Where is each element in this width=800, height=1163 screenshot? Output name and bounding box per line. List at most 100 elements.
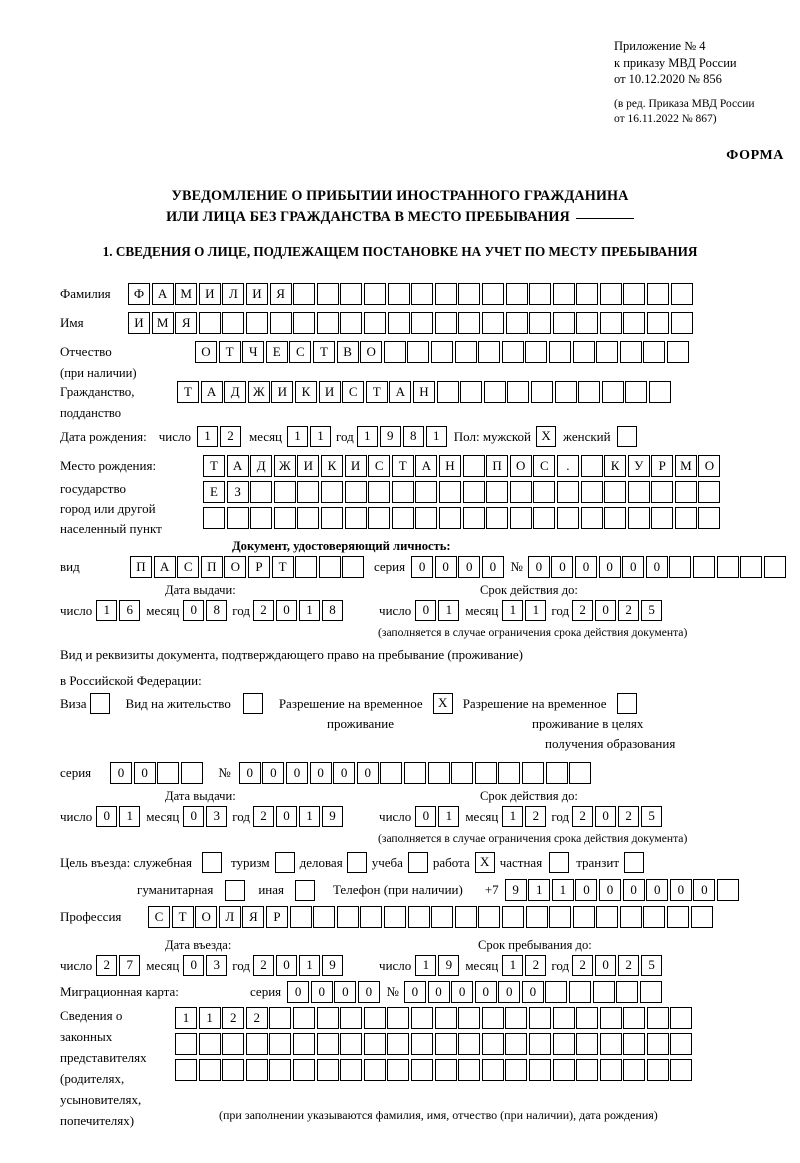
char-cell[interactable]: 0 <box>498 981 521 1003</box>
char-cell[interactable]: Т <box>271 556 294 578</box>
char-cell[interactable]: 1 <box>96 600 118 621</box>
edu-residence-checkbox[interactable] <box>616 693 637 714</box>
char-cell[interactable] <box>572 341 595 363</box>
char-cell[interactable] <box>505 1007 528 1029</box>
purpose-study-checkbox[interactable] <box>407 852 428 873</box>
char-cell[interactable]: 1 <box>528 879 551 901</box>
char-cell[interactable]: 5 <box>641 806 663 827</box>
char-cell[interactable] <box>576 312 599 334</box>
char-cell[interactable] <box>552 312 575 334</box>
char-cell[interactable]: 1 <box>299 955 321 976</box>
char-cell[interactable] <box>410 1033 433 1055</box>
char-cell[interactable] <box>481 283 504 305</box>
char-cell[interactable]: 0 <box>287 981 310 1003</box>
char-cell[interactable] <box>501 341 524 363</box>
char-cell[interactable]: О <box>195 341 217 363</box>
char-cell[interactable] <box>198 1033 221 1055</box>
char-cell[interactable] <box>250 507 273 529</box>
char-cell[interactable] <box>604 507 627 529</box>
char-cell[interactable]: А <box>200 381 223 403</box>
char-cell[interactable]: С <box>148 906 170 928</box>
char-cell[interactable] <box>548 341 571 363</box>
char-cell[interactable]: 0 <box>481 556 504 578</box>
char-cell[interactable] <box>698 507 721 529</box>
char-cell[interactable] <box>601 381 624 403</box>
representatives-cells-2[interactable] <box>175 1033 694 1055</box>
char-cell[interactable] <box>410 1007 433 1029</box>
char-cell[interactable] <box>458 1033 481 1055</box>
char-cell[interactable] <box>666 341 689 363</box>
purpose-transit-checkbox[interactable] <box>624 852 645 873</box>
char-cell[interactable] <box>670 1059 693 1081</box>
char-cell[interactable] <box>507 381 530 403</box>
char-cell[interactable] <box>403 762 426 784</box>
char-cell[interactable]: 1 <box>502 600 524 621</box>
char-cell[interactable] <box>340 283 363 305</box>
char-cell[interactable]: 8 <box>402 426 424 447</box>
char-cell[interactable]: 9 <box>438 955 460 976</box>
char-cell[interactable] <box>483 381 506 403</box>
char-cell[interactable] <box>623 1059 646 1081</box>
char-cell[interactable] <box>478 341 501 363</box>
char-cell[interactable] <box>552 1007 575 1029</box>
char-cell[interactable]: 1 <box>438 806 460 827</box>
char-cell[interactable]: 0 <box>356 762 379 784</box>
char-cell[interactable] <box>647 312 670 334</box>
purpose-tourism-checkbox[interactable] <box>274 852 295 873</box>
char-cell[interactable]: 0 <box>595 806 617 827</box>
char-cell[interactable] <box>360 906 383 928</box>
char-cell[interactable] <box>481 1007 504 1029</box>
char-cell[interactable]: 2 <box>96 955 118 976</box>
char-cell[interactable]: 0 <box>669 879 692 901</box>
char-cell[interactable] <box>387 1059 410 1081</box>
char-cell[interactable] <box>460 381 483 403</box>
char-cell[interactable]: 0 <box>411 556 434 578</box>
char-cell[interactable]: 3 <box>206 955 228 976</box>
char-cell[interactable] <box>344 507 367 529</box>
char-cell[interactable]: 0 <box>110 762 132 784</box>
char-cell[interactable] <box>430 341 453 363</box>
char-cell[interactable]: М <box>151 312 174 334</box>
char-cell[interactable]: 9 <box>504 879 527 901</box>
char-cell[interactable] <box>391 507 414 529</box>
char-cell[interactable] <box>505 312 528 334</box>
char-cell[interactable] <box>552 283 575 305</box>
char-cell[interactable] <box>431 906 454 928</box>
char-cell[interactable]: Ф <box>128 283 150 305</box>
char-cell[interactable] <box>297 507 320 529</box>
char-cell[interactable] <box>198 1059 221 1081</box>
char-cell[interactable] <box>651 507 674 529</box>
char-cell[interactable] <box>380 762 403 784</box>
char-cell[interactable]: М <box>175 283 198 305</box>
char-cell[interactable] <box>528 1059 551 1081</box>
char-cell[interactable] <box>690 906 713 928</box>
char-cell[interactable]: 0 <box>403 981 426 1003</box>
char-cell[interactable] <box>643 341 666 363</box>
char-cell[interactable] <box>180 762 203 784</box>
char-cell[interactable]: Н <box>438 455 461 477</box>
char-cell[interactable]: С <box>177 556 200 578</box>
char-cell[interactable]: А <box>415 455 438 477</box>
char-cell[interactable] <box>222 1059 245 1081</box>
char-cell[interactable] <box>407 906 430 928</box>
char-cell[interactable] <box>576 283 599 305</box>
purpose-business-checkbox[interactable] <box>346 852 367 873</box>
char-cell[interactable]: 0 <box>598 556 621 578</box>
char-cell[interactable]: 5 <box>641 600 663 621</box>
char-cell[interactable]: Д <box>250 455 273 477</box>
char-cell[interactable] <box>198 312 221 334</box>
char-cell[interactable]: Р <box>247 556 270 578</box>
char-cell[interactable]: С <box>289 341 312 363</box>
char-cell[interactable] <box>293 283 316 305</box>
char-cell[interactable]: О <box>195 906 218 928</box>
char-cell[interactable] <box>625 381 648 403</box>
